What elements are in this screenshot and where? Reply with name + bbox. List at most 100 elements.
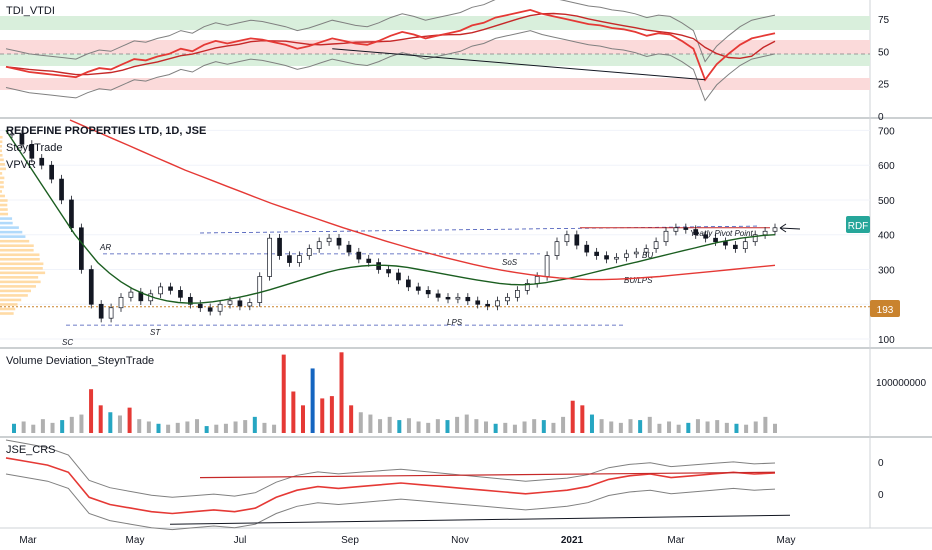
volume-tick: 100000000 [876, 378, 926, 389]
tdi-tick-label: 0 [878, 112, 884, 123]
volume-bar [523, 421, 527, 433]
vpvr-bar [0, 253, 39, 256]
volume-bar [696, 419, 700, 433]
volume-bar [224, 424, 228, 433]
price-candle-body [198, 304, 202, 307]
price-candle-body [694, 230, 698, 235]
price-candle-body [605, 256, 609, 259]
price-candle-body [426, 290, 430, 293]
vpvr-bar [0, 240, 29, 243]
symbol-badge[interactable]: RDF [846, 216, 870, 233]
volume-bar [359, 412, 363, 433]
volume-bar [51, 423, 55, 433]
volume-bar [22, 421, 26, 433]
vpvr-bar [0, 204, 7, 207]
volume-bar [79, 415, 83, 433]
price-candle-body [387, 270, 391, 273]
vpvr-bar [0, 136, 3, 139]
volume-bar [445, 420, 449, 433]
volume-bar [397, 420, 401, 433]
volume-bar [417, 421, 421, 433]
price-tick-label: 600 [878, 161, 895, 172]
price-candle-body [287, 256, 291, 263]
vpvr-bar [0, 272, 45, 275]
volume-bar [754, 421, 758, 433]
vpvr-bar [0, 231, 22, 234]
price-candle-body [357, 252, 361, 259]
vpvr-bar [0, 145, 2, 148]
vpvr-bar [0, 222, 13, 225]
volume-bar [60, 420, 64, 433]
volume-bar [147, 421, 151, 433]
volume-bar [388, 417, 392, 433]
vpvr-bar [0, 235, 25, 238]
volume-bar [128, 408, 132, 433]
volume-bar [571, 401, 575, 433]
volume-bar [407, 418, 411, 433]
volume-bar [542, 420, 546, 433]
volume-bar [494, 424, 498, 433]
vpvr-bar [0, 267, 43, 270]
volume-bar [561, 417, 565, 433]
tdi-title: TDI_VTDI [6, 5, 55, 17]
volume-bar [108, 412, 112, 433]
price-candle-body [555, 242, 559, 256]
price-candle-body [377, 263, 381, 270]
price-candle-body [169, 287, 173, 290]
price-candle-body [545, 256, 549, 277]
vpvr-bar [0, 140, 2, 143]
time-tick-label: 2021 [561, 535, 584, 546]
volume-bar [484, 421, 488, 433]
volume-bar [725, 423, 729, 433]
volume-bar [291, 392, 295, 434]
price-candle-body [614, 257, 618, 259]
price-candle-body [367, 259, 371, 262]
volume-bar [667, 421, 671, 433]
time-tick-label: May [126, 535, 145, 546]
price-candle-body [763, 231, 767, 234]
price-candle-body [307, 249, 311, 256]
price-candle-body [416, 287, 420, 290]
price-candle-body [278, 238, 282, 255]
volume-bar [734, 424, 738, 433]
price-candle-body [575, 235, 579, 245]
price-candle-body [119, 297, 123, 307]
volume-bar [436, 419, 440, 433]
crs-tick: 0 [878, 490, 884, 501]
volume-bar [176, 423, 180, 433]
price-candle-body [109, 308, 113, 318]
support-badge[interactable]: 193 [870, 300, 900, 317]
volume-bar [311, 368, 315, 433]
price-candle-body [733, 245, 737, 248]
vpvr-bar [0, 262, 43, 265]
volume-bar [648, 417, 652, 433]
price-candle-body [89, 270, 93, 305]
vpvr-bar [0, 276, 38, 279]
price-tick-label: 300 [878, 266, 895, 277]
annotation-label: SC [62, 338, 73, 347]
vpvr-bar [0, 226, 19, 229]
volume-bar [706, 421, 710, 433]
volume-bar [474, 419, 478, 433]
price-candle-body [317, 242, 321, 249]
vpvr-bar [0, 177, 4, 180]
price-candle-body [496, 301, 500, 306]
price-subtitle: SteynTrade [6, 142, 62, 154]
vpvr-bar [0, 190, 2, 193]
volume-bar [330, 396, 334, 433]
volume-bar [368, 415, 372, 433]
price-candle-body [297, 256, 301, 263]
annotation-label: SoS [502, 258, 518, 267]
volume-bar [465, 415, 469, 433]
price-candle-body [69, 200, 73, 228]
volume-bar [455, 417, 459, 433]
price-candle-body [337, 238, 341, 245]
price-candle-body [446, 297, 450, 299]
price-candle-body [624, 254, 628, 257]
volume-bar [234, 421, 238, 433]
volume-bar [41, 419, 45, 433]
price-candle-body [258, 276, 262, 302]
price-candle-body [773, 228, 777, 231]
volume-bar [301, 405, 305, 433]
